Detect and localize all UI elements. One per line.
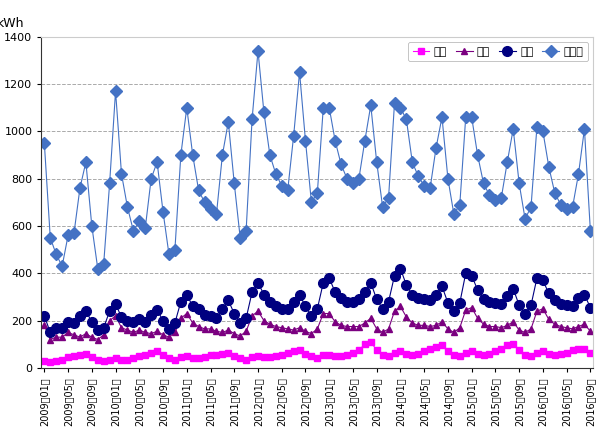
- 買電量: [160, 209, 167, 214]
- Text: kWh: kWh: [0, 17, 25, 30]
- 昼間: [486, 351, 493, 356]
- 夜間: [47, 330, 54, 335]
- 朝晩: [433, 323, 440, 328]
- 夜間: [41, 313, 48, 319]
- 朝晩: [41, 323, 48, 328]
- 昼間: [367, 339, 374, 344]
- 昼間: [47, 359, 54, 365]
- 朝晩: [486, 324, 493, 329]
- 買電量: [94, 266, 101, 271]
- 買電量: [486, 193, 493, 198]
- 朝晩: [397, 304, 404, 309]
- 買電量: [433, 145, 440, 150]
- 朝晩: [587, 329, 594, 334]
- 昼間: [587, 350, 594, 355]
- 買電量: [587, 228, 594, 233]
- 昼間: [160, 352, 167, 357]
- Legend: 昼間, 朝晩, 夜間, 買電量: 昼間, 朝晩, 夜間, 買電量: [408, 42, 588, 61]
- 夜間: [587, 305, 594, 310]
- 夜間: [397, 266, 404, 271]
- Line: 夜間: 夜間: [40, 264, 595, 337]
- 昼間: [41, 358, 48, 363]
- 買電量: [41, 141, 48, 146]
- 朝晩: [320, 311, 327, 316]
- 買電量: [326, 105, 333, 110]
- 夜間: [433, 292, 440, 297]
- 昼間: [433, 344, 440, 349]
- 朝晩: [118, 325, 125, 330]
- Line: 昼間: 昼間: [41, 339, 593, 365]
- 夜間: [320, 280, 327, 286]
- 昼間: [136, 353, 143, 359]
- 夜間: [160, 318, 167, 323]
- 買電量: [118, 171, 125, 176]
- 昼間: [320, 352, 327, 357]
- 夜間: [486, 299, 493, 304]
- 朝晩: [160, 332, 167, 338]
- 昼間: [118, 357, 125, 362]
- 朝晩: [47, 337, 54, 342]
- Line: 買電量: 買電量: [40, 47, 595, 273]
- 夜間: [136, 317, 143, 322]
- Line: 朝晩: 朝晩: [41, 303, 594, 343]
- 買電量: [254, 48, 262, 53]
- 夜間: [118, 314, 125, 319]
- 買電量: [136, 219, 143, 224]
- 朝晩: [136, 328, 143, 333]
